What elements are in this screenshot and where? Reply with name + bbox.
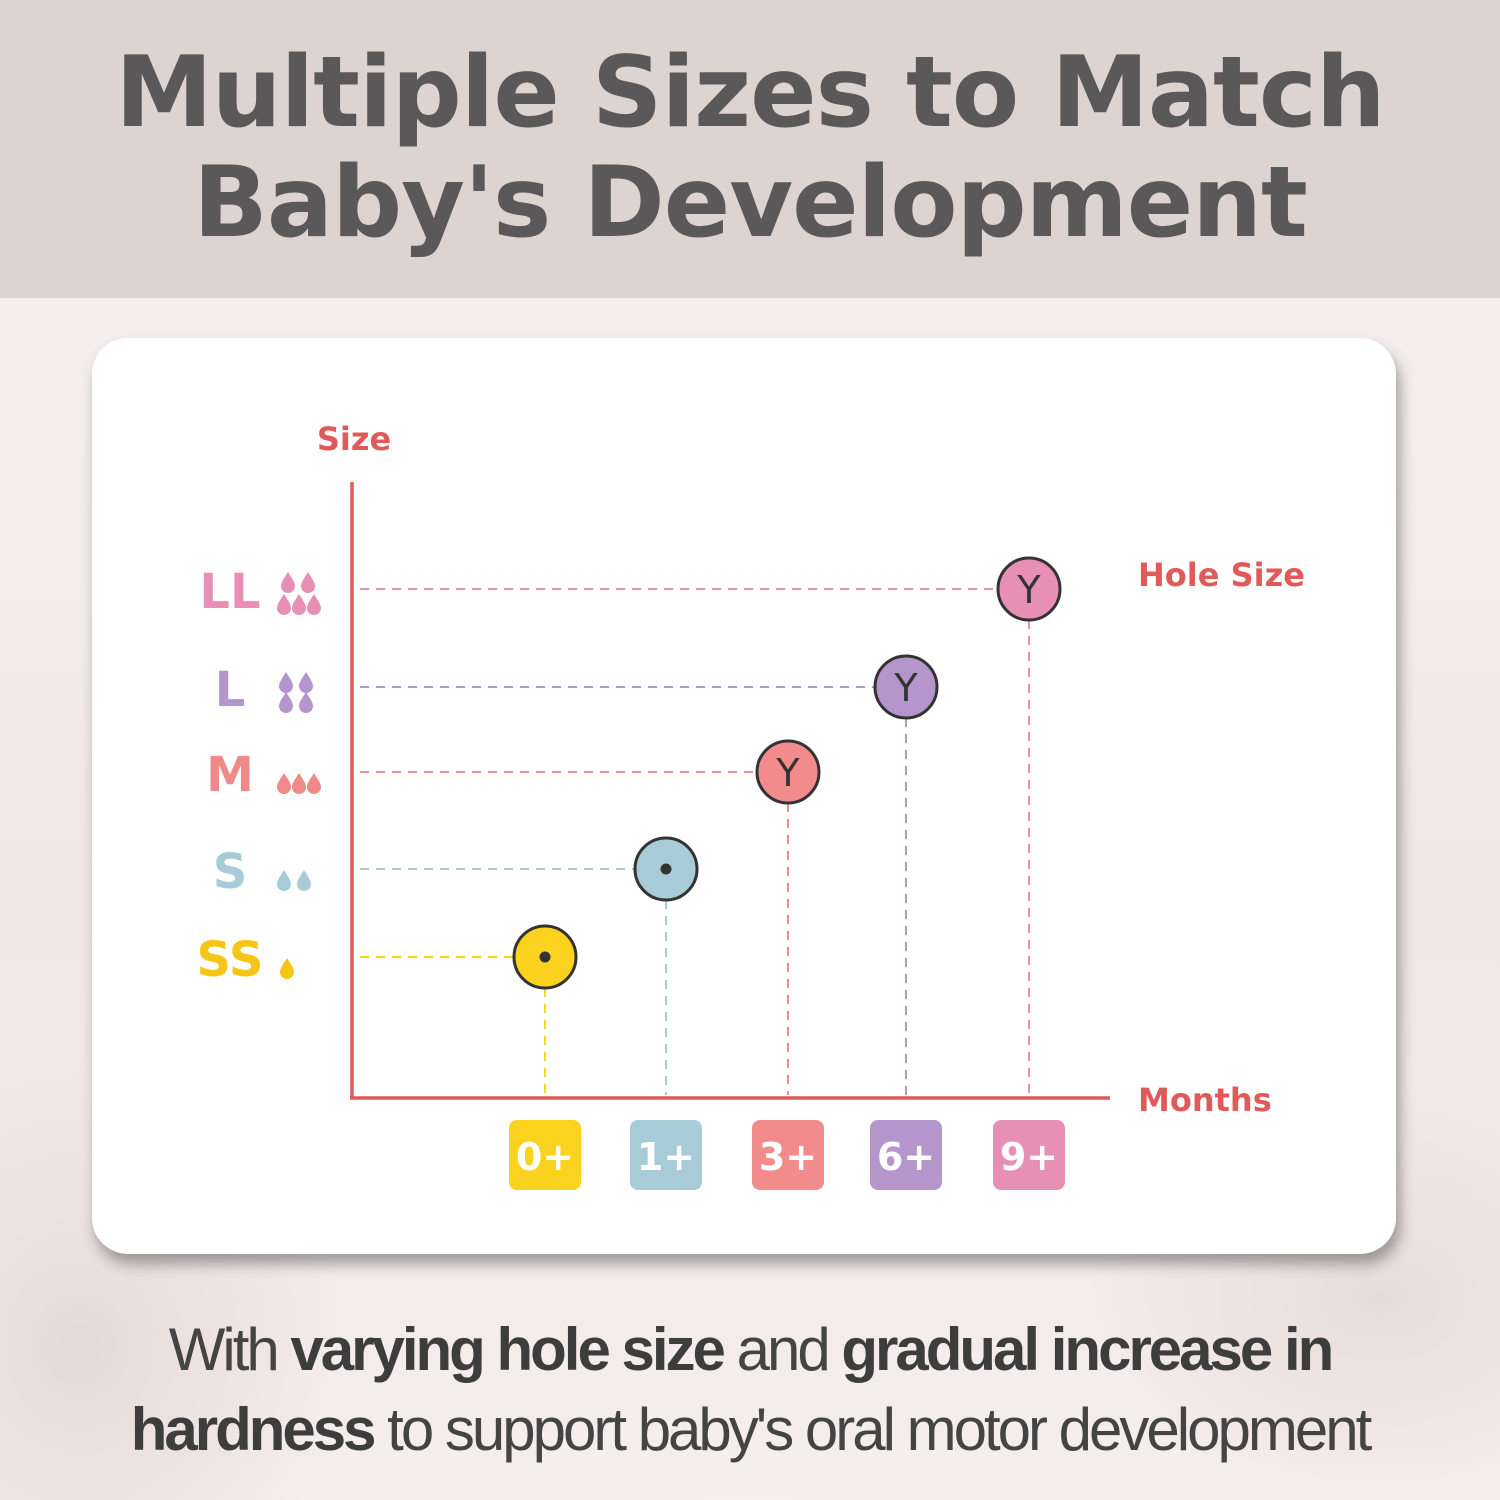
droplet-icon bbox=[280, 958, 294, 979]
droplet-icon bbox=[301, 572, 315, 593]
footer-text-1: With bbox=[168, 1316, 291, 1383]
droplet-icon bbox=[299, 692, 313, 713]
hole-y-icon: Y bbox=[775, 751, 800, 795]
hole-dot-icon bbox=[660, 863, 672, 875]
droplet-icon bbox=[307, 773, 321, 794]
data-point-9plus: Y bbox=[996, 556, 1062, 622]
page-title-line-1: Multiple Sizes to Match bbox=[115, 36, 1385, 150]
footer-bold-2: gradual increase in bbox=[841, 1316, 1334, 1383]
hole-y-icon: Y bbox=[1016, 568, 1041, 612]
data-point-1plus bbox=[633, 836, 699, 902]
droplet-icon bbox=[292, 773, 306, 794]
footer-bold-1: varying hole size bbox=[290, 1316, 726, 1383]
y-tick-label-ss: SS bbox=[197, 932, 264, 988]
y-tick-label-ll: LL bbox=[199, 564, 260, 620]
x-tick-badge-5 bbox=[993, 1120, 1065, 1190]
droplet-icon bbox=[279, 692, 293, 713]
droplet-icon bbox=[277, 773, 291, 794]
x-tick-label-2: 1+ bbox=[637, 1135, 695, 1179]
page-title-line-2: Baby's Development bbox=[193, 146, 1308, 260]
drops-icon-ss bbox=[280, 958, 294, 979]
droplet-icon bbox=[277, 870, 291, 891]
nipple-marker bbox=[996, 556, 1062, 622]
droplet-icon bbox=[297, 870, 311, 891]
data-point-0plus bbox=[512, 924, 578, 990]
header-banner: Multiple Sizes to Match Baby's Developme… bbox=[0, 0, 1500, 298]
x-axis-title: Months bbox=[1138, 1081, 1272, 1119]
droplet-icon bbox=[279, 672, 293, 693]
footer-text-3: to support baby's oral motor development bbox=[373, 1396, 1372, 1463]
y-tick-label-s: S bbox=[213, 844, 248, 900]
droplet-icon bbox=[307, 594, 321, 615]
hole-y-icon: Y bbox=[893, 666, 918, 710]
chart-card: Size Months Hole Size SS S M L LL 0+ 1+ 3+ 6+ 9+… bbox=[92, 338, 1396, 1254]
y-axis-title: Size bbox=[317, 420, 391, 458]
x-tick-label-3: 3+ bbox=[759, 1135, 817, 1179]
nipple-marker bbox=[873, 654, 939, 720]
data-point-3plus: Y bbox=[755, 739, 821, 805]
droplet-icon bbox=[281, 572, 295, 593]
footer-bold-3: hardness bbox=[130, 1396, 377, 1463]
nipple-marker bbox=[755, 739, 821, 805]
drops-icon-ll bbox=[277, 572, 321, 615]
droplet-icon bbox=[299, 672, 313, 693]
data-point-6plus: Y bbox=[873, 654, 939, 720]
x-tick-label-4: 6+ bbox=[877, 1135, 935, 1179]
y-tick-label-m: M bbox=[206, 747, 254, 803]
y-tick-label-l: L bbox=[215, 662, 246, 718]
droplet-icon bbox=[292, 594, 306, 615]
drops-icon-m bbox=[277, 773, 321, 794]
x-tick-label-1: 0+ bbox=[516, 1135, 574, 1179]
x-tick-badge-1 bbox=[509, 1120, 581, 1190]
drops-icon-s bbox=[277, 870, 311, 891]
x-tick-badge-3 bbox=[752, 1120, 824, 1190]
footer-text-2: and bbox=[722, 1316, 842, 1383]
x-tick-badge-4 bbox=[870, 1120, 942, 1190]
footer-caption: With varying hole size and gradual incre… bbox=[0, 1310, 1500, 1470]
x-tick-label-5: 9+ bbox=[1000, 1135, 1058, 1179]
x-tick-badge-2 bbox=[630, 1120, 702, 1190]
droplet-icon bbox=[277, 594, 291, 615]
hole-dot-icon bbox=[539, 951, 551, 963]
drops-icon-l bbox=[279, 672, 313, 713]
series-label-hole-size: Hole Size bbox=[1138, 556, 1305, 594]
